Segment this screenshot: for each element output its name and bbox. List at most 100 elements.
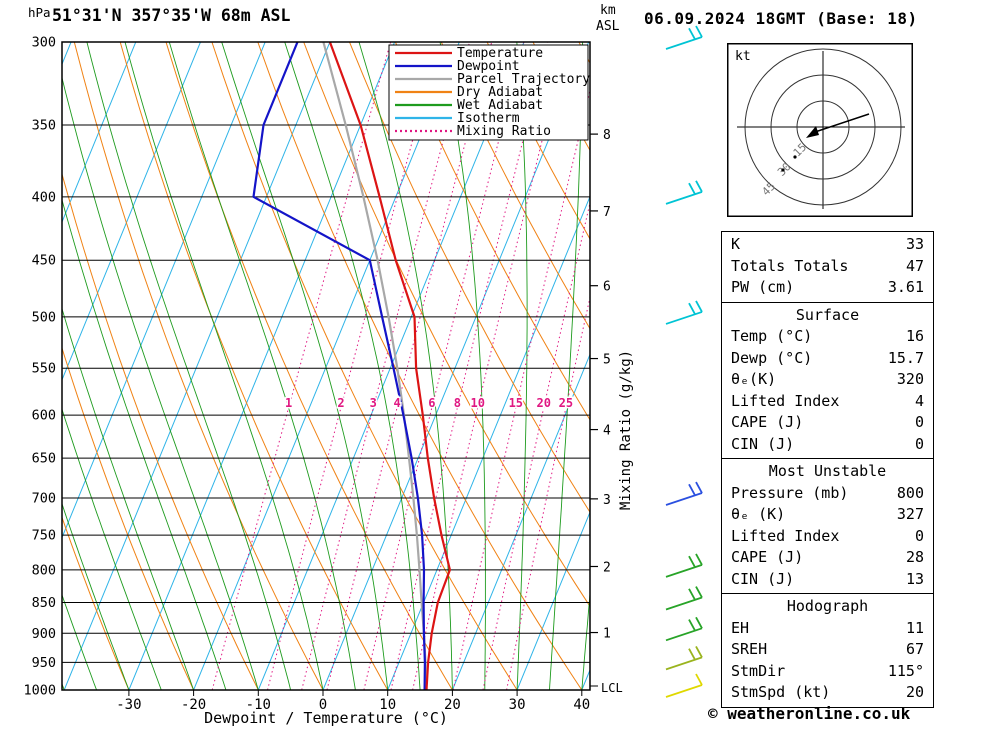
table-row-label: K: [731, 235, 741, 253]
hodograph-unit-label: kt: [735, 49, 751, 64]
table-row-value: 327: [896, 505, 924, 523]
km-tick-label: 4: [603, 424, 611, 439]
mixing-ratio-value-label: 20: [536, 396, 550, 410]
legend-item-label: Dewpoint: [457, 59, 520, 74]
mixing-ratio-line: [506, 295, 590, 690]
table-row-value: 3.61: [887, 278, 924, 296]
pressure-tick-label: 550: [32, 361, 56, 377]
table-row-label: Pressure (mb): [731, 483, 849, 502]
x-tick-label: 40: [573, 697, 590, 713]
pressure-tick-label: 900: [32, 626, 56, 642]
plot-border: [61, 41, 591, 691]
table-row-label: CIN (J): [731, 569, 795, 588]
wind-barb: [665, 586, 703, 611]
table-row-label: Temp (°C): [731, 327, 813, 345]
wet-adiabat-line: [62, 502, 130, 690]
pressure-tick-label: 650: [32, 451, 56, 467]
wind-barb: [665, 481, 703, 506]
isotherm-line: [451, 353, 590, 690]
table-row: PW (cm) 3.61: [722, 277, 933, 299]
storm-motion-arrow: [806, 126, 819, 138]
wet-adiabat-line: [62, 76, 259, 690]
temperature-curve: [328, 42, 451, 690]
table-row: Pressure (mb) 800: [722, 483, 933, 505]
pressure-tick-label: 400: [32, 189, 56, 205]
table-row: StmDir 115°: [722, 661, 933, 683]
dewpoint-curve: [252, 42, 426, 690]
skewt-diagram: 3003504004505005506006507007508008509009…: [23, 3, 703, 727]
hodograph-ring: [744, 48, 902, 206]
pressure-tick-label: 850: [32, 595, 56, 611]
wind-barb: [665, 25, 703, 50]
lcl-label: LCL: [601, 681, 623, 695]
x-tick-label: -20: [181, 697, 206, 713]
station-title: 51°31'N 357°35'W 68m ASL: [52, 6, 290, 25]
isotherm-line: [193, 42, 460, 690]
mixing-ratio-line: [390, 42, 549, 690]
km-tick-label: 5: [603, 353, 611, 368]
altitude-unit-km: km: [600, 3, 616, 18]
table-row-value: 800: [896, 483, 924, 502]
x-tick-label: -10: [246, 697, 271, 713]
table-row-label: CAPE (J): [731, 548, 804, 566]
sounding-curves: [252, 42, 451, 690]
pressure-tick-label: 600: [32, 408, 56, 424]
table-row-label: Lifted Index: [731, 391, 840, 410]
dry-adiabat-line: [62, 515, 130, 690]
mixing-ratio-value-label: 4: [393, 396, 400, 410]
table-row-value: 16: [905, 327, 924, 345]
mixing-ratio-line: [452, 88, 590, 690]
table-section: Surface Temp (°C) 16 Dewp (°C) 15.7 θₑ(K) 320 L…: [722, 301, 933, 459]
pressure-unit-label: hPa: [28, 5, 51, 20]
isotherm-line: [62, 42, 266, 539]
table-row-value: 67: [905, 640, 924, 658]
km-tick-label: 2: [603, 560, 611, 575]
table-row-label: SREH: [731, 640, 768, 658]
table-row: Lifted Index 4: [722, 391, 933, 413]
pressure-tick-label: 300: [32, 35, 56, 51]
wet-adiabat-line: [581, 589, 590, 690]
table-section-header: Hodograph: [786, 597, 869, 615]
mixing-ratio-value-label: 2: [337, 396, 344, 410]
hodograph-ring: [770, 74, 876, 180]
altitude-unit-asl: ASL: [596, 19, 620, 34]
dry-adiabat-line: [440, 42, 590, 330]
pressure-tick-label: 500: [32, 309, 56, 325]
table-row-value: 47: [905, 256, 924, 275]
table-row: SREH 67: [722, 639, 933, 661]
isotherm-line: [128, 42, 396, 690]
pressure-tick-label: 350: [32, 117, 56, 133]
km-tick-label: 8: [603, 128, 611, 143]
x-tick-label: 0: [319, 697, 327, 713]
table-row: Dewp (°C) 15.7: [722, 348, 933, 370]
mixing-ratio-value-label: 10: [470, 396, 484, 410]
table-row: K 33: [722, 234, 933, 256]
table-row-label: EH: [731, 618, 750, 637]
hodograph-ring: [796, 100, 850, 154]
dry-adiabat-line: [486, 42, 590, 240]
table-row-label: θₑ(K): [731, 370, 777, 388]
table-row: StmSpd (kt) 20: [722, 682, 933, 704]
mixing-ratio-value-label: 3: [370, 396, 377, 410]
table-row: θₑ(K) 320: [722, 369, 933, 391]
table-row: CIN (J) 0: [722, 434, 933, 456]
table-section-header: Surface: [795, 305, 860, 324]
table-row-value: 13: [905, 569, 924, 588]
mixing-ratio-line: [482, 200, 590, 690]
pressure-tick-label: 750: [32, 528, 56, 544]
km-tick-label: 3: [603, 493, 611, 508]
table-row-label: Lifted Index: [731, 526, 840, 545]
wet-adiabat-line: [86, 42, 292, 690]
wet-adiabat-line: [124, 42, 324, 690]
dry-adiabat-line: [394, 42, 590, 421]
isotherm-line: [322, 42, 590, 690]
legend-item-label: Wet Adiabat: [457, 98, 543, 113]
hodograph-point: [781, 168, 785, 172]
wind-barb: [665, 673, 703, 698]
mixing-ratio-value-label: 6: [428, 396, 435, 410]
table-row: θₑ (K) 327: [722, 504, 933, 526]
mixing-ratio-axis-label: Mixing Ratio (g/kg): [618, 350, 634, 510]
km-tick-label: 7: [603, 205, 611, 220]
